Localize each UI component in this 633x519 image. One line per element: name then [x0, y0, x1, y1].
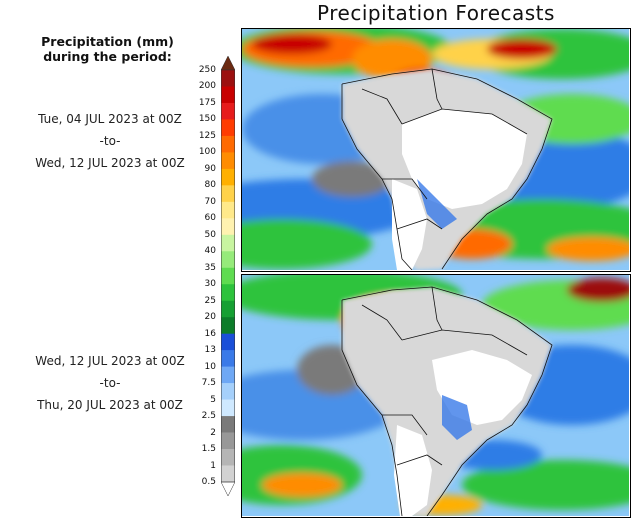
colorbar-segment	[221, 317, 235, 334]
period-1-separator: -to-	[99, 134, 121, 148]
precip-field	[242, 29, 629, 269]
colorbar-segment	[221, 102, 235, 120]
colorbar-segment	[221, 366, 235, 384]
colorbar-tick-label: 7.5	[201, 378, 216, 389]
colorbar-tick-label: 25	[204, 295, 216, 306]
colorbar-segment	[221, 201, 235, 219]
colorbar-outline	[221, 69, 235, 483]
colorbar-segment	[221, 86, 235, 104]
colorbar-tick-label: 5	[210, 394, 216, 405]
colorbar-tick-label: 16	[204, 328, 216, 339]
colorbar-tick-label: 13	[204, 345, 216, 356]
forecast-map-period-2	[241, 274, 631, 518]
colorbar-tick-label: 30	[204, 279, 216, 290]
colorbar-tick-label: 80	[204, 180, 216, 191]
colorbar-tick-label: 10	[204, 361, 216, 372]
legend-title: Precipitation (mm) during the period:	[20, 34, 195, 64]
colorbar-tick-label: 50	[204, 229, 216, 240]
continent-landmass	[342, 69, 552, 270]
colorbar-segment	[221, 185, 235, 203]
colorbar-tick-label: 100	[198, 147, 216, 158]
country-borders	[341, 286, 553, 516]
period-1-end: Wed, 12 JUL 2023 at 00Z	[35, 156, 185, 170]
colorbar-segment	[221, 70, 235, 87]
colorbar-tick-label: 125	[198, 130, 216, 141]
period-2-end: Thu, 20 JUL 2023 at 00Z	[37, 398, 183, 412]
colorbar-tick-label: 250	[198, 65, 216, 75]
colorbar-bottom-arrow	[221, 481, 235, 496]
page-title: Precipitation Forecasts	[317, 1, 555, 25]
colorbar-segment	[221, 350, 235, 367]
colorbar-tick-label: 60	[204, 213, 216, 224]
colorbar-segment	[221, 432, 235, 450]
colorbar-tick-label: 150	[198, 114, 216, 125]
colorbar-segment	[221, 284, 235, 302]
legend-title-line2: during the period:	[43, 49, 172, 64]
period-2-start: Wed, 12 JUL 2023 at 00Z	[35, 354, 185, 368]
colorbar-tick-label: 70	[204, 196, 216, 207]
colorbar-segment	[221, 251, 235, 269]
country-borders	[341, 68, 553, 270]
colorbar-segment	[221, 399, 235, 417]
colorbar-segment	[221, 333, 235, 351]
colorbar-tick-label: 0.5	[201, 477, 216, 487]
colorbar-tick-label: 35	[204, 262, 216, 273]
precipitation-colorbar	[221, 56, 235, 496]
colorbar-segment	[221, 300, 235, 318]
colorbar-tick-label: 1.5	[201, 444, 216, 455]
period-2-label: Wed, 12 JUL 2023 at 00Z -to- Thu, 20 JUL…	[20, 350, 200, 416]
colorbar-segment	[221, 152, 235, 170]
forecast-map-period-1	[241, 28, 631, 272]
period-2-separator: -to-	[99, 376, 121, 390]
colorbar-tick-label: 20	[204, 312, 216, 323]
colorbar-segment	[221, 234, 235, 252]
colorbar-segment	[221, 168, 235, 186]
period-1-start: Tue, 04 JUL 2023 at 00Z	[38, 112, 182, 126]
legend-title-line1: Precipitation (mm)	[41, 34, 174, 49]
colorbar-tick-label: 40	[204, 246, 216, 257]
colorbar-segment	[221, 416, 235, 433]
colorbar-segment	[221, 383, 235, 400]
colorbar-tick-label: 2	[210, 427, 216, 438]
colorbar-segment	[221, 218, 235, 236]
colorbar-segment	[221, 449, 235, 466]
colorbar-segment	[221, 465, 235, 483]
colorbar-tick-label: 200	[198, 81, 216, 92]
colorbar-tick-label: 175	[198, 97, 216, 108]
colorbar-segment	[221, 135, 235, 153]
period-1-label: Tue, 04 JUL 2023 at 00Z -to- Wed, 12 JUL…	[20, 108, 200, 174]
colorbar-tick-label: 90	[204, 163, 216, 174]
colorbar-tick-label: 1	[210, 460, 216, 471]
colorbar-segment	[221, 119, 235, 137]
colorbar-tick-label: 2.5	[201, 411, 216, 422]
colorbar-top-arrow	[221, 56, 235, 71]
colorbar-segment	[221, 267, 235, 285]
